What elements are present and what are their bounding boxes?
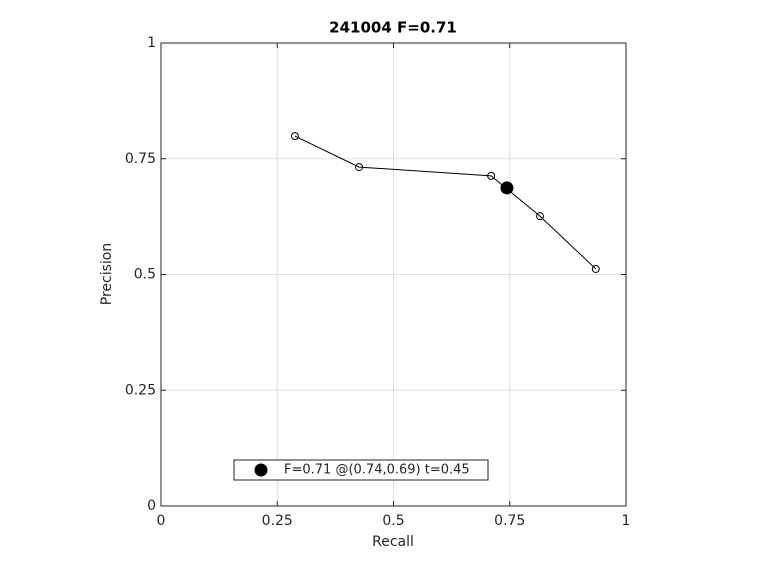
- x-axis-label: Recall: [372, 534, 414, 550]
- point-marker: [290, 132, 299, 141]
- point-marker: [355, 163, 364, 172]
- legend: F=0.71 @(0.74,0.69) t=0.45: [233, 459, 489, 481]
- x-tick-label: 0: [157, 513, 166, 529]
- best-point: [500, 181, 514, 195]
- x-tick-label: 0.75: [494, 513, 525, 529]
- y-tick-label: 1: [147, 35, 156, 51]
- y-tick-label: 0.75: [125, 151, 156, 167]
- y-axis-label: Precision: [99, 243, 115, 305]
- point-marker: [535, 212, 544, 221]
- y-tick-label: 0.25: [125, 382, 156, 398]
- curve: [294, 135, 597, 270]
- legend-marker: [254, 463, 268, 477]
- chart-title: 241004 F=0.71: [329, 19, 457, 37]
- point-marker: [487, 171, 496, 180]
- x-tick-label: 0.5: [382, 513, 404, 529]
- plot-frame: [160, 42, 627, 507]
- x-tick-label: 1: [622, 513, 631, 529]
- legend-box: [233, 459, 489, 481]
- point-marker: [591, 264, 600, 273]
- y-tick-label: 0.5: [134, 267, 156, 283]
- x-tick-label: 0.25: [262, 513, 293, 529]
- y-tick-label: 0: [147, 498, 156, 514]
- legend-label: F=0.71 @(0.74,0.69) t=0.45: [284, 463, 470, 478]
